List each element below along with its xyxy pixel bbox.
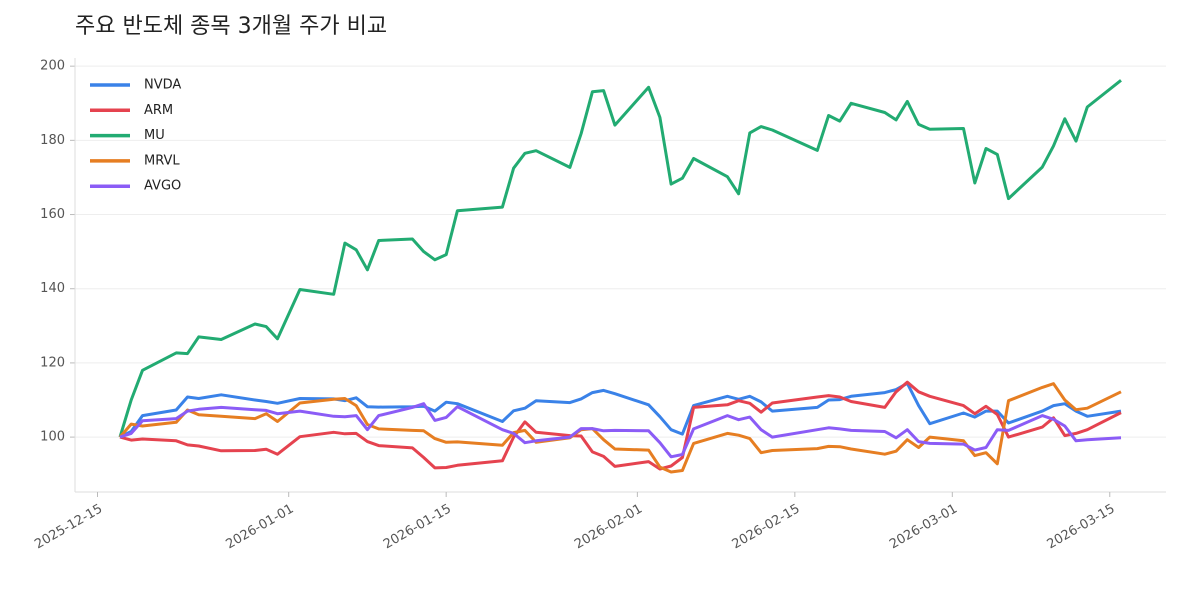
- line-series: [119, 380, 1122, 471]
- y-tick-label: 160: [40, 207, 65, 222]
- line-series: [119, 402, 1122, 459]
- x-tick-label: 2026-02-15: [730, 502, 803, 553]
- legend-label: NVDA: [144, 78, 181, 93]
- x-tick-label: 2026-01-01: [224, 502, 297, 553]
- y-tick-label: 100: [40, 430, 65, 445]
- x-tick-label: 2026-02-01: [572, 502, 645, 553]
- y-tick-label: 200: [40, 59, 65, 74]
- legend-label: MRVL: [144, 153, 180, 168]
- y-tick-label: 180: [40, 133, 65, 148]
- legend-label: MU: [144, 128, 165, 143]
- x-tick-label: 2026-01-15: [381, 502, 454, 553]
- y-tick-label: 140: [40, 281, 65, 296]
- line-series: [118, 79, 1122, 438]
- line-series: [119, 381, 1122, 439]
- legend-label: ARM: [144, 103, 173, 118]
- legend-label: AVGO: [144, 179, 181, 194]
- y-tick-label: 120: [40, 355, 65, 370]
- x-tick-label: 2026-03-15: [1045, 502, 1118, 553]
- chart-title: 주요 반도체 종목 3개월 주가 비교: [75, 14, 387, 39]
- x-tick-label: 2025-12-15: [32, 502, 105, 553]
- x-tick-label: 2026-03-01: [887, 502, 960, 553]
- line-series: [118, 382, 1122, 474]
